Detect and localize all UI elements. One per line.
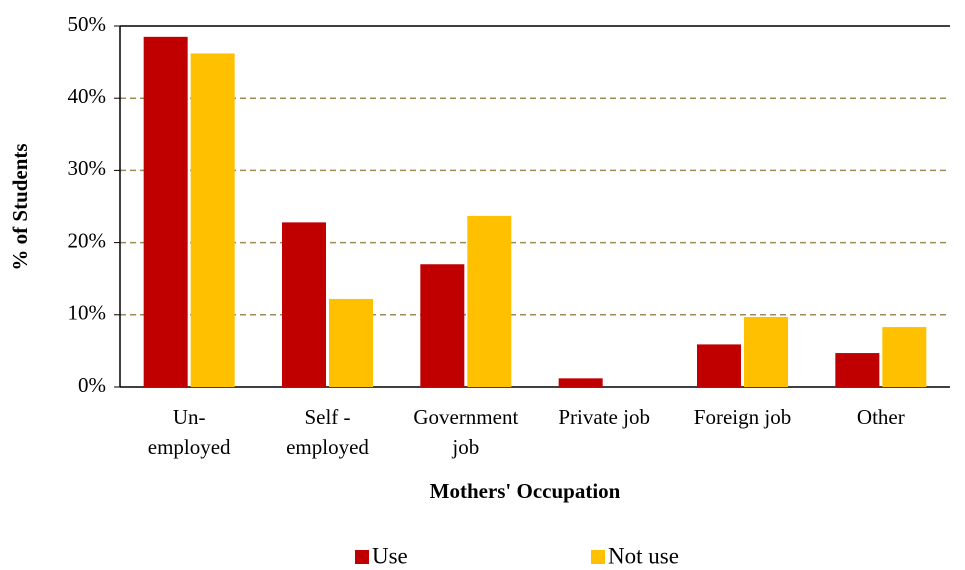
y-tick-label: 50% [68, 12, 107, 36]
legend-swatch [591, 550, 605, 564]
bar [467, 215, 512, 387]
y-tick-label: 40% [68, 84, 107, 108]
bar [143, 36, 188, 388]
bar [697, 344, 741, 387]
y-tick-label: 10% [68, 301, 107, 325]
x-tick-label: Self -employed [286, 405, 369, 459]
legend-label: Use [372, 543, 408, 568]
legend-label: Not use [608, 543, 679, 568]
bar [329, 298, 373, 387]
y-tick-label: 30% [68, 156, 107, 180]
bar [744, 316, 788, 387]
x-axis-title: Mothers' Occupation [430, 479, 621, 503]
x-tick-label: Un-employed [148, 405, 231, 459]
bar [558, 378, 603, 387]
bar [420, 264, 465, 387]
y-tick-label: 20% [68, 228, 107, 252]
legend-swatch [355, 550, 369, 564]
x-tick-label: Government job [413, 405, 518, 459]
y-tick-label: 0% [78, 373, 106, 397]
x-tick-label: Other [857, 405, 905, 429]
bar [835, 353, 880, 387]
bar [282, 222, 326, 387]
bar [882, 327, 927, 387]
y-axis-title: % of Students [8, 143, 32, 270]
x-tick-label: Private job [558, 405, 650, 429]
bar [190, 53, 235, 387]
x-tick-label: Foreign job [694, 405, 791, 429]
